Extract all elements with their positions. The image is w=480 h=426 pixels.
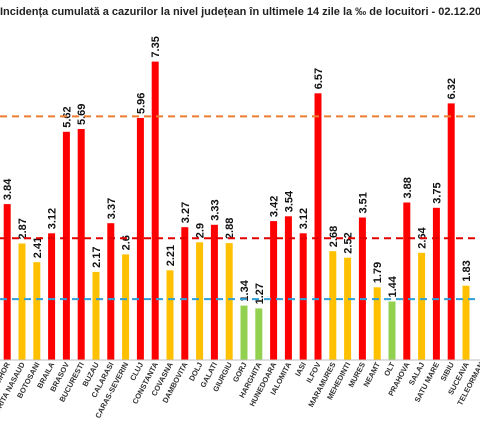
value-label-dambovita: 3.27 xyxy=(180,202,192,223)
bar-covasna xyxy=(166,270,174,360)
value-label-iasi: 3.12 xyxy=(298,208,310,229)
bar-hunedoara xyxy=(270,221,278,360)
bar-caras-severin xyxy=(122,254,130,360)
value-label-neamt: 1.79 xyxy=(372,262,384,283)
bar-buzau xyxy=(92,271,100,360)
value-label-galati: 3.33 xyxy=(209,199,221,220)
bar-braila xyxy=(48,233,56,360)
value-label-maramures: 2.68 xyxy=(328,226,340,247)
bar-bistrita-nasaud xyxy=(18,243,26,360)
value-label-gorj: 1.34 xyxy=(239,279,251,301)
value-label-constanta: 7.35 xyxy=(150,36,162,57)
value-label-bihor: 3.84 xyxy=(2,178,14,200)
bar-maramures xyxy=(329,251,337,360)
bar-brasov xyxy=(62,131,70,360)
bar-bihor xyxy=(3,204,11,360)
category-label-olt: OLT xyxy=(382,360,397,377)
value-label-ilfov: 6.57 xyxy=(313,68,325,89)
value-label-olt: 1.44 xyxy=(387,275,399,297)
value-label-calarasi: 3.37 xyxy=(106,198,118,219)
bar-harghita xyxy=(255,308,263,360)
category-label-iasi: IASI xyxy=(293,361,308,378)
bar-dambovita xyxy=(181,227,189,360)
bar-prahova xyxy=(403,202,411,360)
value-label-buzau: 2.17 xyxy=(91,246,103,267)
bar-sibiu xyxy=(447,103,455,361)
bar-mehedinti xyxy=(344,257,352,360)
value-label-dolj: 2.9 xyxy=(195,223,207,238)
bar-satu-mare xyxy=(432,207,440,361)
bar-galati xyxy=(210,224,218,360)
bar-suceava xyxy=(462,285,470,360)
bar-mures xyxy=(358,217,366,360)
value-label-bucuresti: 5.69 xyxy=(76,104,88,125)
bar-salaj xyxy=(418,252,426,360)
value-label-bistrita-nasaud: 2.87 xyxy=(17,218,29,239)
bar-ialomita xyxy=(284,216,292,360)
value-label-covasna: 2.21 xyxy=(165,245,177,266)
value-label-satu-mare: 3.75 xyxy=(431,182,443,203)
bar-constanta xyxy=(151,61,159,360)
bar-cluj xyxy=(136,118,144,360)
value-label-ialomita: 3.54 xyxy=(283,190,295,212)
value-label-botosani: 2.41 xyxy=(32,237,44,258)
value-label-brasov: 5.62 xyxy=(61,106,73,127)
bar-bucuresti xyxy=(77,129,85,360)
chart-title: Incidența cumulată a cazurilor la nivel … xyxy=(0,6,480,18)
bar-olt xyxy=(388,301,396,360)
value-label-giurgiu: 2.88 xyxy=(224,218,236,239)
value-label-hunedoara: 3.42 xyxy=(269,196,281,217)
bar-giurgiu xyxy=(225,243,233,360)
bar-botosani xyxy=(33,262,41,360)
value-label-mehedinti: 2.52 xyxy=(343,232,355,253)
value-label-prahova: 3.88 xyxy=(402,177,414,198)
bar-dolj xyxy=(196,242,204,360)
bar-ilfov xyxy=(314,93,322,361)
bar-iasi xyxy=(299,233,307,360)
value-label-mures: 3.51 xyxy=(357,192,369,213)
value-label-cluj: 5.96 xyxy=(135,93,147,114)
value-label-sibiu: 6.32 xyxy=(446,78,458,99)
bar-calarasi xyxy=(107,223,115,360)
value-label-suceava: 1.83 xyxy=(461,260,473,281)
value-label-harghita: 1.27 xyxy=(254,283,266,304)
bar-gorj xyxy=(240,305,248,360)
bar-neamt xyxy=(373,287,381,360)
value-label-braila: 3.12 xyxy=(47,208,59,229)
